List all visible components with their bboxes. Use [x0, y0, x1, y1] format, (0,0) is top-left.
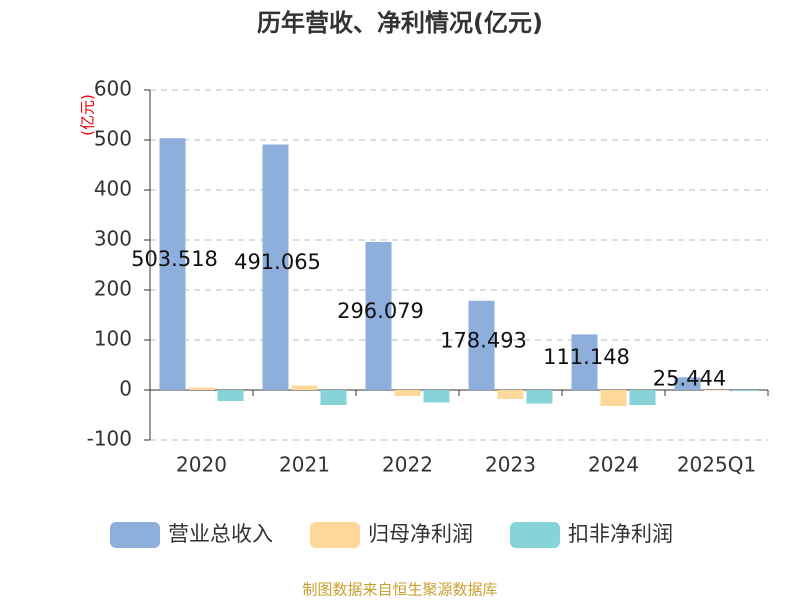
- data-label: 178.493: [440, 328, 527, 352]
- y-axis-label: (亿元): [79, 94, 97, 136]
- x-tick-label: 2025Q1: [677, 453, 756, 477]
- x-tick-label: 2020: [176, 453, 227, 477]
- bar: [497, 390, 524, 399]
- bar: [217, 390, 244, 401]
- bar: [629, 390, 656, 405]
- y-tick-label: 400: [94, 177, 132, 201]
- x-tick-label: 2023: [485, 453, 536, 477]
- bar: [423, 390, 450, 403]
- legend-swatch: [110, 522, 160, 548]
- y-tick-label: -100: [87, 427, 132, 451]
- data-label: 25.444: [653, 367, 726, 391]
- bar: [600, 390, 627, 406]
- y-tick-label: 500: [94, 127, 132, 151]
- x-tick-label: 2021: [279, 453, 330, 477]
- source-note: 制图数据来自恒生聚源数据库: [302, 581, 497, 599]
- legend-swatch: [310, 522, 360, 548]
- y-tick-label: 200: [94, 277, 132, 301]
- y-tick-label: 100: [94, 327, 132, 351]
- data-label: 503.518: [131, 247, 218, 271]
- bar: [320, 390, 347, 405]
- y-tick-label: 300: [94, 227, 132, 251]
- legend-label: 扣非净利润: [568, 522, 673, 546]
- bar: [291, 385, 318, 390]
- bar: [468, 300, 495, 390]
- bar: [703, 390, 730, 391]
- y-tick-label: 600: [94, 77, 132, 101]
- bar: [571, 334, 598, 390]
- data-label: 111.148: [543, 345, 630, 369]
- y-tick-label: 0: [119, 377, 132, 401]
- x-tick-label: 2024: [588, 453, 639, 477]
- bar: [394, 390, 421, 396]
- bar: [732, 390, 759, 391]
- data-label: 296.079: [337, 299, 424, 323]
- bar: [674, 377, 701, 390]
- bar: [159, 138, 186, 390]
- bar: [262, 144, 289, 390]
- legend-label: 归母净利润: [368, 522, 473, 546]
- bar: [365, 241, 392, 390]
- chart-title: 历年营收、净利情况(亿元): [257, 9, 543, 37]
- bar: [188, 387, 215, 390]
- legend-label: 营业总收入: [168, 522, 273, 546]
- legend-swatch: [510, 522, 560, 548]
- bar: [526, 390, 553, 404]
- data-label: 491.065: [234, 250, 321, 274]
- x-tick-label: 2022: [382, 453, 433, 477]
